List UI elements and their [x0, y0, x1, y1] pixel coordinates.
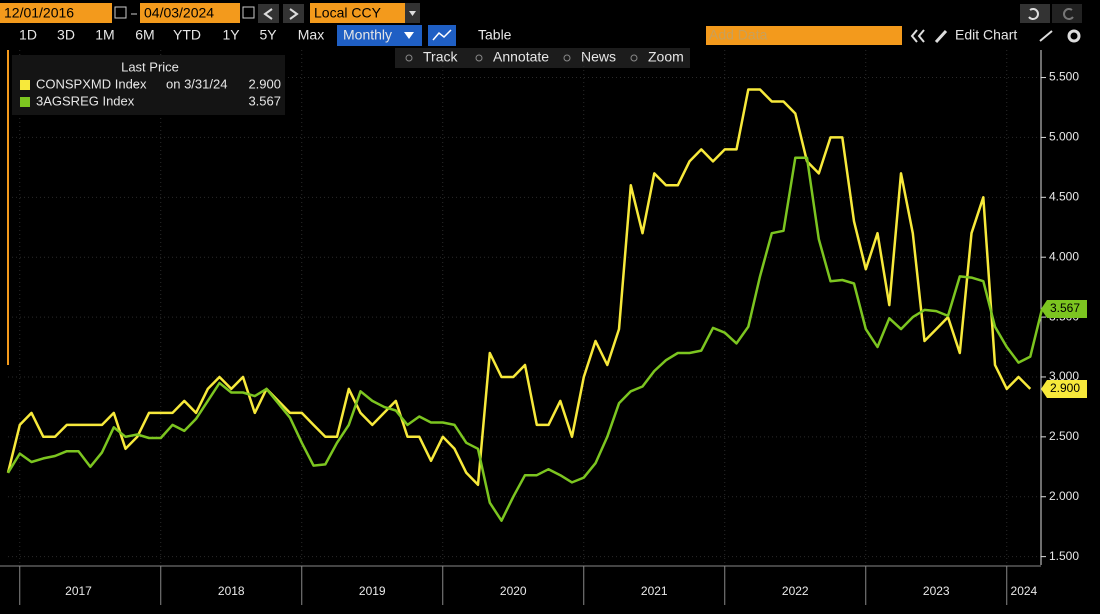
- x-tick-label: 2023: [923, 584, 950, 598]
- y-tick-label: 2.000: [1049, 489, 1079, 503]
- frequency: Monthly: [343, 27, 392, 43]
- tool-icon: [405, 54, 413, 62]
- redo-icon: [1063, 8, 1074, 20]
- x-tick-label: 2024: [1011, 584, 1038, 598]
- redo-button[interactable]: [1052, 4, 1082, 23]
- start-date: 12/01/2016: [4, 5, 74, 21]
- next-icon: [289, 8, 299, 20]
- last-value-tag: [1041, 379, 1087, 398]
- tool-icon: [475, 54, 483, 62]
- currency-field[interactable]: [310, 3, 405, 23]
- currency: Local CCY: [314, 5, 382, 21]
- legend-swatch: [20, 80, 30, 90]
- edit-chart[interactable]: Edit Chart: [955, 27, 1017, 43]
- period-button[interactable]: YTD: [173, 27, 201, 43]
- x-tick-label: 2018: [218, 584, 245, 598]
- calendar-icon[interactable]: [242, 6, 255, 19]
- tools: Track Annotate News Zoom: [405, 49, 684, 65]
- tool-button[interactable]: Track: [423, 49, 458, 65]
- end-date: 04/03/2024: [144, 5, 214, 21]
- pencil-icon: [934, 29, 948, 44]
- y-tick-label: 4.500: [1049, 189, 1079, 203]
- legend-title: Last Price: [121, 59, 179, 74]
- frequency-button[interactable]: [337, 25, 422, 46]
- tool-button[interactable]: Zoom: [648, 49, 684, 65]
- y-tick-label: 1.500: [1049, 549, 1079, 563]
- tool-bar: [395, 48, 690, 68]
- legend-value: 3.567: [248, 93, 281, 108]
- undo-button[interactable]: [1020, 4, 1050, 23]
- y-tick-label: 2.500: [1049, 429, 1079, 443]
- period-button[interactable]: 3D: [57, 27, 75, 43]
- tool-button[interactable]: News: [581, 49, 616, 65]
- series-line: [6, 156, 1044, 522]
- start-date-field[interactable]: [0, 3, 112, 23]
- last-value-tag: [1041, 300, 1087, 319]
- legend-box: [12, 55, 285, 115]
- legend-swatch: [20, 97, 30, 107]
- add-data-field[interactable]: [706, 26, 902, 45]
- add-data: Add Data: [709, 27, 768, 43]
- end-date-field[interactable]: [140, 3, 240, 23]
- period-button[interactable]: 5Y: [259, 27, 277, 43]
- legend: CONSPXMD Index on 3/31/24 2.900 3AGSREG Ind…: [20, 76, 281, 108]
- collapse-icon[interactable]: [910, 29, 918, 43]
- last-value-label: 2.900: [1050, 381, 1080, 395]
- prev-button[interactable]: [258, 4, 279, 23]
- table-button[interactable]: Table: [478, 27, 512, 43]
- y-tick-label: 5.500: [1049, 70, 1079, 84]
- legend-note: on 3/31/24: [166, 76, 227, 91]
- y-tick-label: 5.000: [1049, 130, 1079, 144]
- settings-icon[interactable]: [1067, 29, 1081, 43]
- x-tick-label: 2021: [641, 584, 668, 598]
- period-button[interactable]: 6M: [135, 27, 154, 43]
- legend-value: 2.900: [248, 76, 281, 91]
- next-button[interactable]: [283, 4, 304, 23]
- collapse-icon: [917, 29, 925, 43]
- dropdown-icon: [409, 11, 416, 16]
- x-tick-label: 2020: [500, 584, 527, 598]
- undo-icon: [1028, 8, 1039, 20]
- chart-type-icon: [432, 29, 452, 41]
- y-tick-label: 4.000: [1049, 249, 1079, 263]
- edit-icon[interactable]: [1039, 30, 1053, 42]
- x-tick-label: 2017: [65, 584, 92, 598]
- period-button[interactable]: 1D: [19, 27, 37, 43]
- tool-icon: [630, 54, 638, 62]
- series-line: [6, 88, 1032, 487]
- x-tick-label: 2019: [359, 584, 386, 598]
- period-buttons: 1D 3D 1M 6M YTD 1Y 5Y Max: [19, 27, 324, 43]
- period-button[interactable]: Max: [298, 27, 324, 43]
- y-tick-label: 3.000: [1049, 369, 1079, 383]
- x-tick-label: 2022: [782, 584, 809, 598]
- tool-button[interactable]: Annotate: [493, 49, 549, 65]
- period-button[interactable]: 1Y: [222, 27, 240, 43]
- plot-area: 1.5002.0002.5003.0003.5004.0004.5005.000…: [0, 50, 1087, 605]
- prev-icon: [263, 8, 273, 20]
- tool-icon: [563, 54, 571, 62]
- legend-label: 3AGSREG Index: [36, 93, 135, 108]
- calendar-icon[interactable]: [114, 6, 127, 19]
- legend-label: CONSPXMD Index: [36, 76, 147, 91]
- last-value-label: 3.567: [1050, 301, 1080, 315]
- period-button[interactable]: 1M: [95, 27, 114, 43]
- dropdown-icon: [404, 32, 414, 39]
